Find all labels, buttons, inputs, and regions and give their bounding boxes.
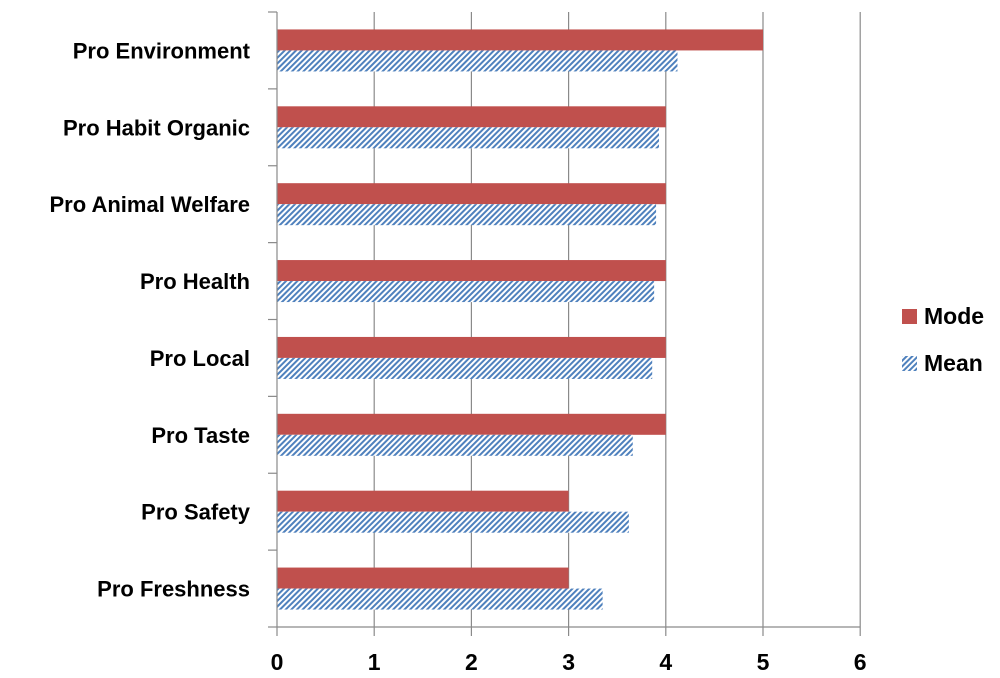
x-tick-label: 3 [562,649,575,675]
legend-swatch-mean [902,356,917,371]
gridlines [373,12,861,627]
bar-mean-pro-safety [277,511,629,533]
bar-mean-pro-freshness [277,588,603,610]
y-tick-label: Pro Animal Welfare [49,192,250,217]
y-tick-label: Pro Health [140,269,250,294]
legend-label-mean: Mean [924,350,983,376]
legend: Mode Mean [902,303,984,376]
bar-mode-pro-local [277,336,666,358]
bar-mode-pro-environment [277,29,763,51]
x-tick-label: 4 [659,649,672,675]
y-tick-label: Pro Taste [151,423,250,448]
bars [277,29,763,610]
y-tick-label: Pro Habit Organic [63,115,250,140]
bar-mean-pro-taste [277,434,633,456]
x-tick-label: 1 [368,649,381,675]
y-tick-label: Pro Freshness [97,577,250,602]
bar-mode-pro-health [277,260,666,282]
bar-mode-pro-safety [277,490,569,512]
bar-mean-pro-environment [277,50,678,72]
bar-mode-pro-habit-organic [277,106,666,128]
legend-swatch-mode [902,309,917,324]
axes [268,11,861,636]
bar-mode-pro-animal-welfare [277,183,666,205]
y-tick-label: Pro Environment [73,38,251,63]
axis-labels: Pro Environment Pro Habit Organic Pro Anim… [49,38,866,675]
bar-mean-pro-local [277,357,653,379]
x-tick-label: 5 [757,649,770,675]
x-tick-label: 0 [271,649,284,675]
bar-mean-pro-habit-organic [277,127,659,149]
y-tick-label: Pro Safety [141,500,251,525]
x-tick-label: 2 [465,649,478,675]
x-tick-label: 6 [854,649,867,675]
y-tick-label: Pro Local [150,346,250,371]
bar-mean-pro-animal-welfare [277,204,657,226]
bar-mean-pro-health [277,281,655,303]
bar-mode-pro-freshness [277,567,569,589]
bar-mode-pro-taste [277,413,666,435]
legend-label-mode: Mode [924,303,984,329]
